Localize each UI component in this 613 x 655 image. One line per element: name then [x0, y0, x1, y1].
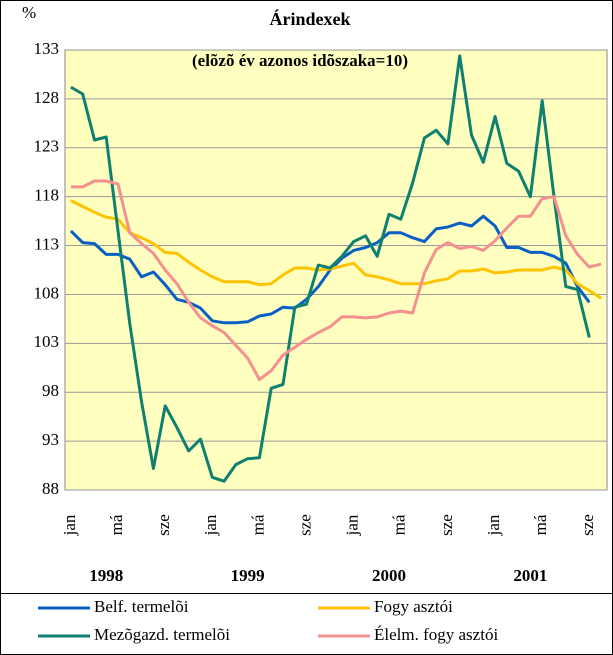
- x-tick-label: jan: [484, 514, 503, 536]
- chart-subtitle: (elõzõ év azonos idõszaka=10): [192, 51, 408, 70]
- year-label: 1998: [89, 566, 123, 585]
- legend-label: Mezõgazd. termelõi: [94, 625, 230, 644]
- year-label: 2001: [513, 566, 547, 585]
- y-tick-label: 113: [34, 234, 59, 253]
- legend-label: Fogy asztói: [374, 597, 453, 616]
- y-tick-label: 108: [34, 283, 60, 302]
- x-tick-label: sze: [578, 514, 597, 536]
- y-tick-label: 118: [34, 186, 59, 205]
- series-line: [70, 199, 602, 300]
- x-tick-label: jan: [60, 514, 79, 536]
- legend-box: [0, 593, 613, 655]
- x-tick-label: má: [248, 514, 267, 535]
- y-axis-label: %: [22, 3, 36, 22]
- x-tick-label: sze: [154, 514, 173, 536]
- year-label: 1999: [231, 566, 265, 585]
- chart-title: Árindexek: [270, 8, 351, 29]
- x-tick-label: sze: [437, 514, 456, 536]
- y-tick-label: 98: [42, 381, 59, 400]
- y-tick-label: 88: [42, 479, 59, 498]
- year-label: 2000: [372, 566, 406, 585]
- x-tick-label: sze: [295, 514, 314, 536]
- y-tick-label: 133: [34, 39, 60, 58]
- y-tick-label: 123: [34, 137, 60, 156]
- series-line: [70, 54, 591, 483]
- series-line: [70, 179, 602, 381]
- x-tick-label: má: [390, 514, 409, 535]
- x-tick-label: má: [107, 514, 126, 535]
- x-tick-label: jan: [201, 514, 220, 536]
- y-tick-label: 128: [34, 88, 60, 107]
- legend-label: Élelm. fogy asztói: [374, 625, 498, 644]
- y-tick-label: 103: [34, 332, 60, 351]
- x-tick-label: má: [531, 514, 550, 535]
- x-tick-label: jan: [343, 514, 362, 536]
- y-tick-label: 93: [42, 430, 59, 449]
- legend-label: Belf. termelõi: [94, 597, 189, 616]
